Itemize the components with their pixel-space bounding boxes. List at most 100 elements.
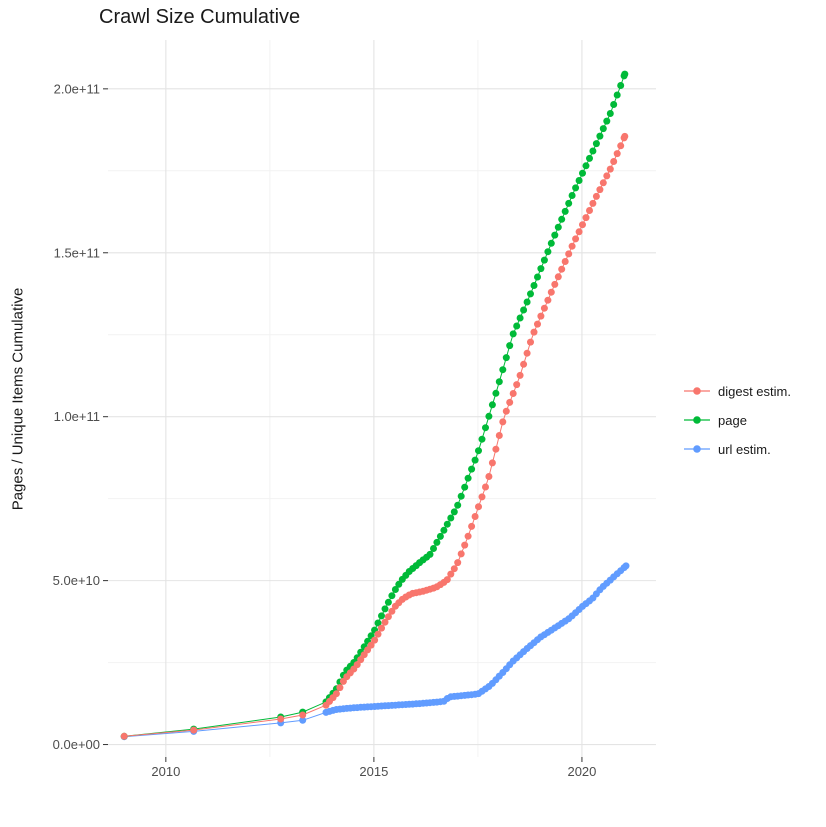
data-point-page — [575, 177, 583, 184]
data-point-page — [395, 580, 403, 588]
legend-key-icon — [684, 416, 710, 424]
data-point-page — [443, 520, 451, 528]
data-point-page — [426, 550, 434, 558]
data-point-digest-estim- — [492, 445, 500, 453]
data-point-digest-estim- — [554, 273, 562, 281]
series-line-digest-estim- — [124, 136, 626, 737]
data-point-page — [516, 314, 524, 322]
data-point-page — [391, 586, 399, 593]
x-tick-label: 2020 — [567, 764, 596, 779]
data-point-page — [506, 342, 514, 350]
data-point-page — [378, 612, 385, 620]
data-point-page — [599, 125, 607, 133]
data-point-digest-estim- — [457, 550, 465, 558]
data-point-page — [579, 169, 586, 177]
data-point-digest-estim- — [367, 641, 375, 649]
data-point-page — [468, 465, 476, 473]
data-point-digest-estim- — [506, 398, 514, 406]
data-point-page — [454, 501, 462, 509]
data-point-page — [475, 447, 482, 455]
data-point-digest-estim- — [378, 624, 385, 632]
series-line-url-estim- — [124, 565, 627, 738]
data-point-url-estim- — [299, 716, 307, 724]
data-point-digest-estim- — [586, 207, 593, 214]
data-point-digest-estim- — [478, 493, 486, 501]
data-point-digest-estim- — [277, 715, 285, 723]
data-point-digest-estim- — [561, 258, 569, 265]
data-point-digest-estim- — [592, 192, 600, 200]
data-point-page — [433, 538, 441, 546]
data-point-page — [621, 70, 629, 78]
data-point-digest-estim- — [621, 132, 629, 140]
data-point-page — [513, 322, 521, 330]
data-point-page — [572, 184, 580, 192]
data-point-page — [582, 162, 590, 170]
legend-item-label: digest estim. — [718, 383, 791, 399]
data-point-page — [554, 223, 562, 231]
data-point-digest-estim- — [447, 570, 455, 578]
data-point-digest-estim- — [516, 371, 524, 379]
y-tick-label: 5.0e+10 — [53, 573, 100, 588]
data-point-page — [461, 483, 469, 491]
legend-item: page — [682, 410, 791, 430]
data-point-page — [596, 132, 604, 140]
data-point-digest-estim- — [558, 265, 566, 273]
data-point-digest-estim- — [443, 576, 451, 584]
data-point-page — [527, 290, 534, 298]
data-point-page — [436, 532, 444, 540]
data-point-digest-estim- — [384, 613, 392, 621]
data-point-page — [430, 545, 437, 552]
data-point-page — [544, 248, 552, 256]
data-point-page — [530, 282, 538, 289]
data-point-page — [568, 192, 576, 199]
legend-key-icon — [684, 445, 710, 453]
data-point-page — [558, 215, 566, 223]
legend-item-label: page — [718, 412, 747, 428]
data-point-digest-estim- — [544, 296, 552, 304]
data-point-page — [492, 389, 500, 397]
data-point-page — [374, 619, 382, 627]
data-point-page — [471, 456, 479, 464]
data-point-page — [586, 154, 593, 162]
data-point-page — [457, 492, 465, 500]
data-point-page — [565, 199, 573, 207]
legend-item: digest estim. — [682, 381, 791, 401]
data-point-page — [482, 424, 489, 432]
data-point-page — [606, 110, 614, 117]
data-point-digest-estim- — [537, 312, 545, 320]
data-point-digest-estim- — [579, 221, 586, 229]
data-point-digest-estim- — [596, 186, 604, 194]
data-point-digest-estim- — [547, 288, 555, 296]
data-point-page — [561, 207, 569, 215]
legend: digest estim. page url estim. — [682, 381, 791, 459]
data-point-digest-estim- — [461, 541, 469, 549]
legend-item-label: url estim. — [718, 441, 771, 457]
y-tick-label: 1.0e+11 — [54, 409, 100, 424]
data-point-digest-estim- — [353, 661, 361, 669]
data-point-digest-estim- — [502, 407, 510, 415]
y-tick-label: 2.0e+11 — [54, 81, 100, 96]
data-point-page — [610, 101, 618, 108]
data-point-digest-estim- — [468, 522, 476, 530]
data-point-digest-estim- — [485, 473, 493, 480]
data-point-digest-estim- — [364, 646, 372, 654]
x-tick-label: 2015 — [359, 764, 388, 779]
data-point-page — [440, 526, 448, 534]
data-point-digest-estim- — [471, 513, 479, 520]
y-axis-title: Pages / Unique Items Cumulative — [9, 287, 27, 511]
data-point-page — [495, 378, 503, 386]
data-point-digest-estim- — [374, 630, 382, 638]
data-point-page — [488, 401, 496, 409]
data-point-digest-estim- — [299, 711, 307, 719]
data-point-page — [447, 514, 455, 522]
data-point-page — [523, 298, 531, 306]
data-point-digest-estim- — [190, 726, 198, 734]
data-point-digest-estim- — [613, 150, 621, 158]
data-point-digest-estim- — [523, 349, 531, 357]
data-point-digest-estim- — [499, 418, 507, 426]
data-point-page — [589, 147, 597, 155]
data-point-digest-estim- — [120, 732, 128, 740]
data-point-digest-estim- — [495, 432, 503, 439]
